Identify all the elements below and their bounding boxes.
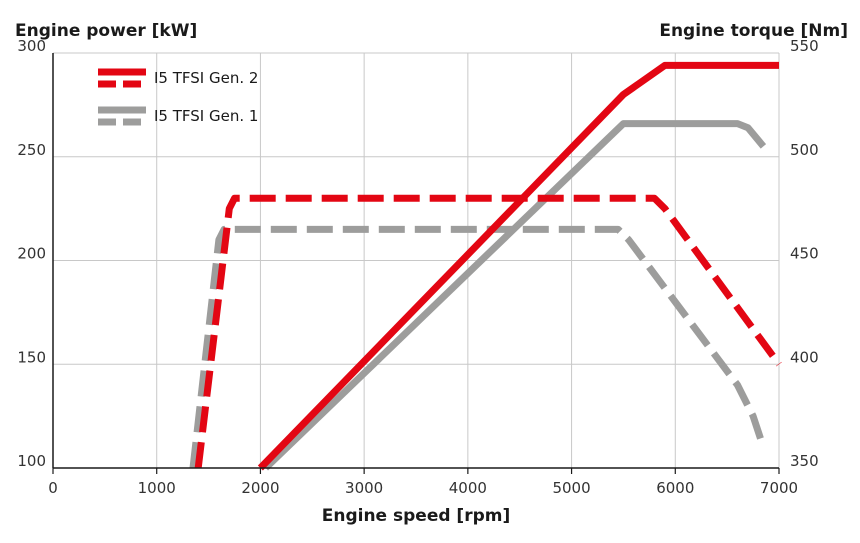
legend-label-gen1: I5 TFSI Gen. 1 [154,107,258,125]
legend: I5 TFSI Gen. 2 I5 TFSI Gen. 1 [98,68,258,126]
x-tick-label: 4000 [449,479,487,497]
series-gen1-torque-line [189,225,767,469]
series-lines [189,61,782,471]
y-left-tick-label: 250 [17,141,46,159]
x-tick-label: 5000 [552,479,590,497]
y-left-tick-label: 200 [17,245,46,263]
y-right-tick-label: 550 [790,37,819,55]
y-left-tick-label: 150 [17,348,46,366]
series-gen2-torque-line [194,194,782,469]
series-gen1-power-line [263,120,767,471]
y-left-axis-title: Engine power [kW] [15,21,197,41]
y-right-axis-title: Engine torque [Nm] [659,21,848,41]
x-tick-label: 3000 [345,479,383,497]
x-tick-label: 2000 [241,479,279,497]
x-tick-label: 0 [48,479,58,497]
y-right-tick-label: 500 [790,141,819,159]
x-tick-label: 7000 [760,479,798,497]
x-tick-label: 1000 [138,479,176,497]
tick-labels: 0 1000 2000 3000 4000 5000 6000 7000 100 150 200 25… [17,37,818,497]
y-left-tick-label: 300 [17,37,46,55]
axes [52,53,780,474]
y-right-tick-label: 450 [790,245,819,263]
y-right-tick-label: 400 [790,348,819,366]
legend-label-gen2: I5 TFSI Gen. 2 [154,69,258,87]
series-gen2-power-line [257,61,779,471]
y-left-tick-label: 100 [17,452,46,470]
y-right-tick-label: 350 [790,452,819,470]
x-tick-label: 6000 [656,479,694,497]
x-axis-title: Engine speed [rpm] [322,506,511,526]
